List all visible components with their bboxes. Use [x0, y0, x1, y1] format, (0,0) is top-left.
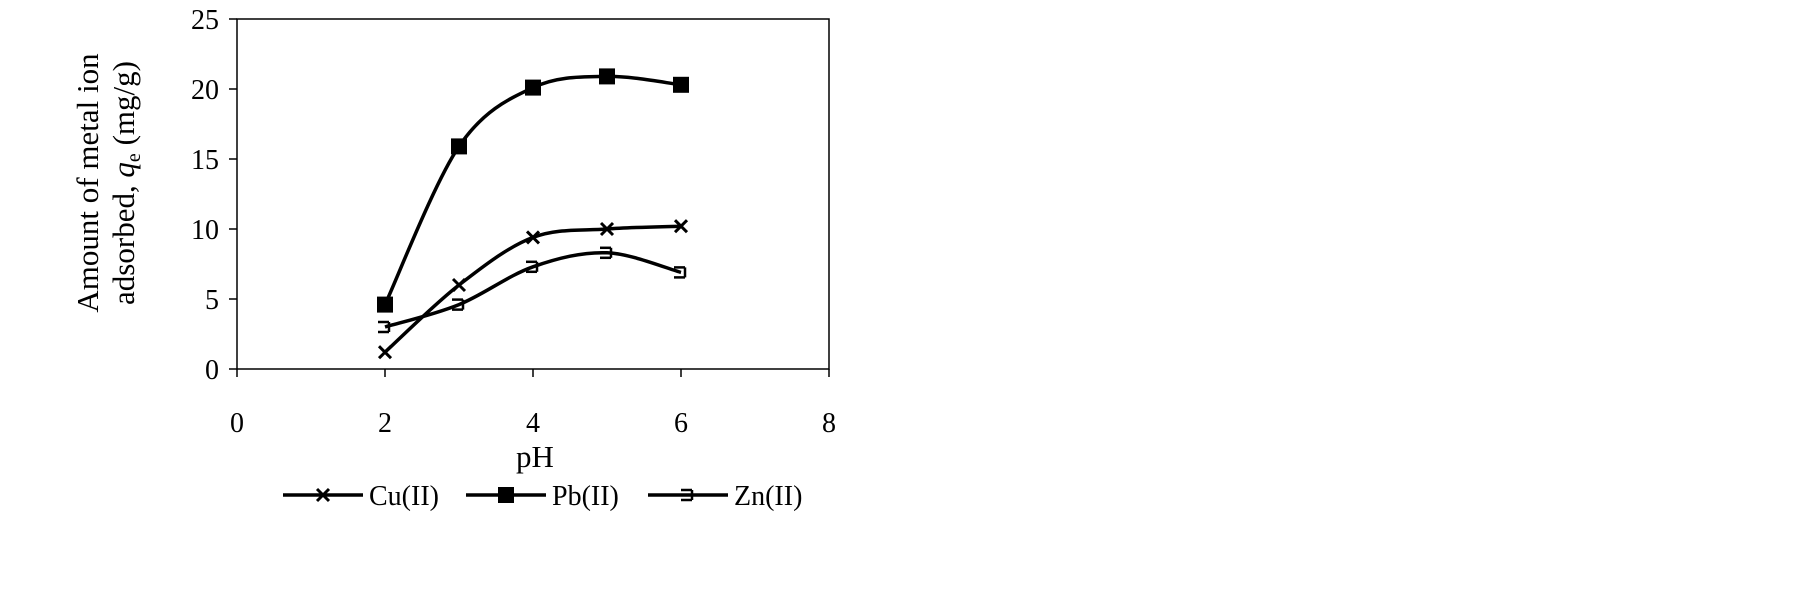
legend-label-zn-ii: Zn(II) [734, 481, 802, 512]
y-tick-label: 10 [191, 215, 219, 246]
point-pb-ii-3 [599, 68, 615, 85]
x-tick-label: 6 [674, 408, 688, 439]
y-tick-label: 25 [191, 5, 219, 36]
y-axis-label-subscript: e [123, 153, 145, 162]
x-tick-label: 8 [822, 408, 836, 439]
legend: Cu(II) Pb(II) Zn(II) [283, 481, 802, 512]
point-cu-ii-1 [451, 277, 467, 293]
x-tick-label: 0 [230, 408, 244, 439]
point-zn-ii-1 [452, 298, 465, 311]
series-line-cu-ii [383, 224, 682, 354]
y-tick-label: 0 [205, 355, 219, 386]
point-pb-ii-0 [377, 296, 393, 313]
point-cu-ii-2 [525, 230, 541, 245]
point-pb-ii-4 [673, 76, 689, 93]
y-axis-label-unit: (mg/g) [106, 61, 141, 145]
legend-marker-cu-ii-stroke-b [315, 487, 331, 503]
point-cu-ii-3-stroke-b [599, 221, 615, 237]
legend-label-pb-ii: Pb(II) [552, 481, 619, 512]
y-axis-label-line1: Amount of metal ion [70, 53, 105, 313]
point-cu-ii-0-stroke-b [377, 345, 393, 360]
legend-label-cu-ii: Cu(II) [369, 481, 439, 512]
legend-marker-zn-ii [681, 488, 694, 502]
y-tick-label: 20 [191, 75, 219, 106]
plot-area-frame [236, 18, 830, 370]
point-cu-ii-0 [377, 345, 393, 360]
point-zn-ii-0 [378, 320, 391, 334]
point-pb-ii-2 [525, 79, 541, 96]
x-tick-label: 2 [378, 408, 392, 439]
point-zn-ii-4 [674, 266, 687, 279]
point-cu-ii-4-stroke-b [673, 219, 689, 234]
legend-marker-pb-ii [498, 487, 514, 503]
point-cu-ii-4 [673, 219, 689, 234]
point-cu-ii-3 [599, 221, 615, 237]
series-line-zn-ii [384, 251, 682, 329]
x-tick-label: 4 [526, 408, 540, 439]
point-zn-ii-3 [600, 246, 613, 260]
point-cu-ii-1-stroke-b [451, 277, 467, 293]
y-tick-label: 5 [205, 285, 219, 316]
y-axis-label-q: q [106, 162, 141, 178]
legend-marker-cu-ii [315, 487, 331, 503]
y-tick-label: 15 [191, 145, 219, 176]
point-cu-ii-2-stroke-b [525, 230, 541, 245]
point-zn-ii-2 [526, 260, 539, 274]
y-axis-label: Amount of metal ion adsorbed, qe (mg/g) [70, 53, 145, 313]
y-axis-label-line2: adsorbed, qe (mg/g) [106, 61, 145, 305]
y-axis-label-prefix: adsorbed, [106, 185, 141, 305]
x-axis-label: pH [516, 439, 554, 474]
point-pb-ii-1 [451, 138, 467, 155]
series-line-pb-ii [383, 74, 682, 306]
